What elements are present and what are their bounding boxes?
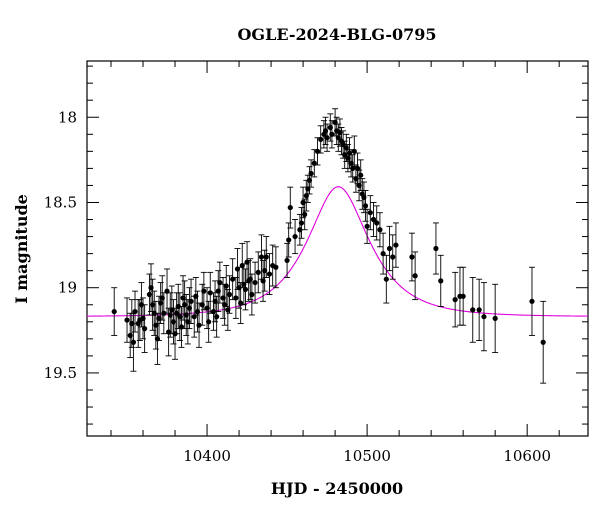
- data-point: [470, 307, 476, 313]
- data-point: [324, 135, 330, 141]
- x-axis-label: HJD - 2450000: [271, 479, 403, 498]
- data-point: [201, 288, 207, 294]
- data-point: [214, 314, 220, 320]
- data-point: [409, 254, 415, 260]
- data-point: [223, 283, 229, 289]
- data-point: [255, 269, 261, 275]
- data-point: [130, 339, 137, 345]
- data-point: [258, 254, 265, 260]
- data-point: [226, 291, 233, 298]
- data-point: [273, 264, 279, 270]
- data-point: [302, 211, 308, 218]
- data-point: [249, 291, 255, 298]
- data-point: [492, 315, 498, 321]
- plot-frame: [86, 60, 589, 437]
- data-point: [433, 245, 439, 252]
- chart-title: OGLE-2024-BLG-0795: [237, 25, 436, 44]
- data-points-layer: [111, 108, 547, 384]
- axis-tick-labels: 10400 10500 10600 18 18.5 19 19.5: [44, 108, 551, 465]
- data-point: [284, 257, 290, 264]
- data-point: [132, 308, 138, 315]
- y-tick-label: 19.5: [44, 364, 77, 382]
- x-tick-label: 10500: [343, 447, 391, 465]
- data-point: [362, 203, 369, 209]
- x-tick-label: 10400: [183, 447, 231, 465]
- data-point: [383, 276, 389, 282]
- y-tick-label: 19: [58, 279, 77, 297]
- y-tick-label: 18: [58, 108, 77, 126]
- data-point: [196, 322, 202, 328]
- data-point: [206, 319, 212, 325]
- data-point: [111, 308, 117, 315]
- data-point: [529, 298, 535, 304]
- data-point: [460, 293, 466, 299]
- data-point: [540, 339, 546, 345]
- data-point: [374, 220, 380, 226]
- data-point: [207, 290, 213, 296]
- data-point: [481, 314, 487, 320]
- data-point: [377, 227, 383, 233]
- y-axis-label: I magnitude: [12, 194, 31, 304]
- y-tick-label: 18.5: [44, 193, 77, 211]
- data-point: [292, 233, 298, 240]
- data-point: [370, 216, 377, 223]
- data-point: [233, 295, 239, 301]
- data-point: [390, 254, 396, 260]
- data-point: [266, 271, 273, 277]
- data-point: [364, 223, 370, 229]
- data-point: [298, 220, 305, 226]
- data-point: [217, 279, 223, 286]
- data-point: [263, 254, 269, 260]
- data-point: [393, 242, 399, 248]
- data-point: [287, 204, 293, 211]
- data-point: [286, 237, 292, 243]
- data-point: [142, 326, 148, 332]
- data-point: [452, 297, 458, 303]
- data-point: [242, 286, 249, 293]
- data-point: [412, 273, 418, 279]
- data-point: [308, 170, 314, 177]
- data-point: [367, 210, 373, 216]
- data-point: [124, 317, 130, 323]
- data-point: [476, 307, 482, 313]
- data-point: [318, 136, 324, 143]
- data-point: [188, 298, 194, 304]
- x-tick-label: 10600: [503, 447, 551, 465]
- data-point: [161, 310, 167, 316]
- data-point: [252, 279, 258, 286]
- data-point: [386, 245, 393, 252]
- axis-ticks: [87, 61, 588, 436]
- data-point: [438, 278, 444, 284]
- data-point: [358, 172, 364, 178]
